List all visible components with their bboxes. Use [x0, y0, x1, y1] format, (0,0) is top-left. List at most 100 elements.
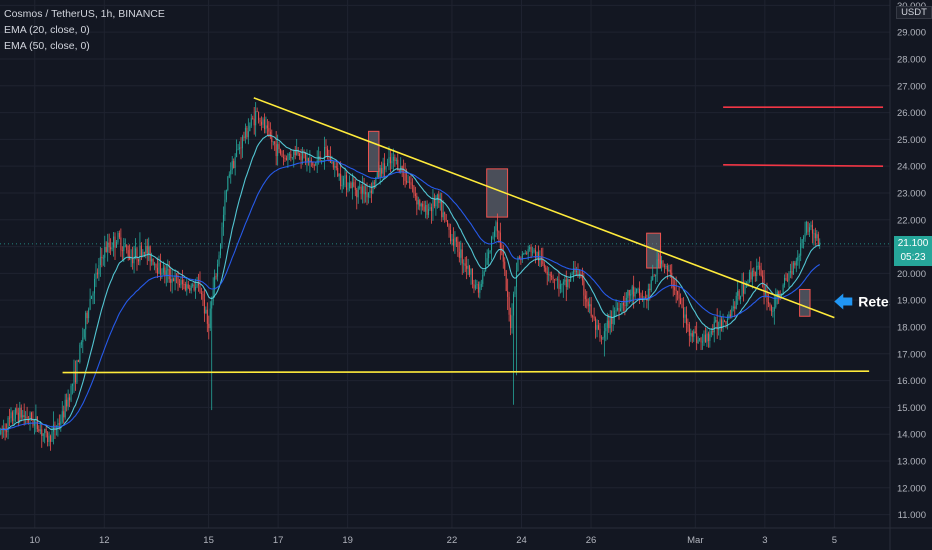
candle-body — [233, 161, 235, 169]
candle-body — [376, 172, 378, 178]
candlestick-series[interactable] — [0, 102, 821, 451]
candle-body — [447, 220, 449, 226]
candle-body — [373, 182, 375, 184]
candle-body — [136, 248, 138, 260]
candle-body — [555, 279, 557, 281]
candle-body — [341, 185, 343, 187]
candle-body — [776, 291, 778, 296]
candle-body — [819, 242, 821, 245]
candle-body — [770, 305, 772, 312]
candle-body — [9, 417, 11, 419]
candle-body — [195, 286, 197, 291]
ema-50-legend[interactable]: EMA (50, close, 0) — [4, 40, 90, 52]
candle-body — [769, 303, 771, 306]
candle-body — [750, 272, 752, 280]
candle-body — [410, 182, 412, 185]
candle-body — [814, 233, 816, 239]
candle-body — [422, 203, 424, 207]
candle-body — [274, 141, 276, 145]
candle-body — [808, 227, 810, 232]
time-tick-label: 10 — [29, 535, 40, 546]
candle-body — [807, 221, 809, 232]
candle-body — [22, 415, 24, 418]
currency-unit-label[interactable]: USDT — [896, 6, 932, 19]
candle-body — [810, 224, 812, 228]
candle-body — [381, 168, 383, 174]
candle-body — [39, 429, 41, 432]
price-tick-label: 23.000 — [897, 188, 926, 199]
candle-body — [11, 412, 13, 421]
candle-body — [350, 182, 352, 189]
candle-body — [315, 162, 317, 166]
candle-body — [174, 275, 176, 282]
candle-body — [99, 256, 101, 266]
candle-body — [573, 268, 575, 275]
candle-body — [137, 259, 139, 262]
candle-body — [713, 321, 715, 333]
candle-body — [615, 310, 617, 311]
candle-body — [433, 198, 435, 207]
candle-body — [734, 306, 736, 309]
candle-body — [183, 283, 185, 285]
candle-body — [712, 331, 714, 333]
candle-body — [794, 262, 796, 266]
candle-body — [498, 231, 500, 233]
price-tick-label: 22.000 — [897, 215, 926, 226]
candle-body — [722, 320, 724, 329]
candle-body — [656, 259, 658, 275]
candle-body — [157, 267, 159, 274]
candle-body — [677, 290, 679, 295]
candle-body — [120, 237, 122, 251]
candle-body — [214, 276, 216, 291]
candle-body — [724, 320, 726, 322]
symbol-title[interactable]: Cosmos / TetherUS, 1h, BINANCE — [4, 8, 165, 20]
candle-body — [310, 160, 312, 162]
candle-body — [675, 290, 677, 291]
time-tick-label: 15 — [203, 535, 214, 546]
price-tick-label: 24.000 — [897, 162, 926, 173]
candle-body — [347, 188, 349, 190]
candle-body — [143, 252, 145, 254]
retest-arrow-icon — [834, 293, 853, 310]
candle-body — [307, 157, 309, 162]
candle-body — [234, 157, 236, 169]
candle-body — [583, 280, 585, 296]
candle-body — [763, 278, 765, 295]
candle-body — [313, 165, 315, 166]
candle-body — [217, 264, 219, 277]
candle-body — [505, 270, 507, 292]
candle-body — [389, 157, 391, 164]
candle-body — [346, 175, 348, 190]
candle-body — [266, 125, 268, 129]
time-axis[interactable]: 10 12 15 17 19 22 24 26 Mar 3 5 — [0, 527, 932, 546]
candle-body — [435, 199, 437, 207]
candle-body — [51, 431, 53, 442]
candle-body — [20, 407, 22, 418]
resistance-lines — [723, 106, 884, 167]
candle-body — [517, 257, 519, 271]
candle-body — [83, 329, 85, 338]
candle-body — [570, 274, 572, 282]
candle-body — [344, 175, 346, 179]
candle-body — [666, 266, 668, 272]
candle-body — [549, 274, 551, 276]
candle-body — [445, 214, 447, 221]
ema-20-legend[interactable]: EMA (20, close, 0) — [4, 24, 90, 36]
candle-body — [110, 247, 112, 250]
candle-body — [603, 331, 605, 338]
price-tick-label: 27.000 — [897, 81, 926, 92]
candle-body — [414, 193, 416, 196]
price-axis[interactable]: 11.000 12.000 13.000 14.000 15.000 16.000 17.0… — [889, 0, 932, 550]
candle-body — [108, 242, 110, 248]
candle-body — [409, 181, 411, 183]
candle-body — [299, 153, 301, 157]
candle-body — [121, 250, 123, 252]
candle-body — [192, 284, 194, 286]
candle-body — [596, 325, 598, 330]
candle-body — [647, 288, 649, 301]
candle-body — [88, 309, 90, 319]
candle-body — [461, 249, 463, 264]
candle-body — [180, 280, 182, 286]
candle-body — [304, 153, 306, 162]
